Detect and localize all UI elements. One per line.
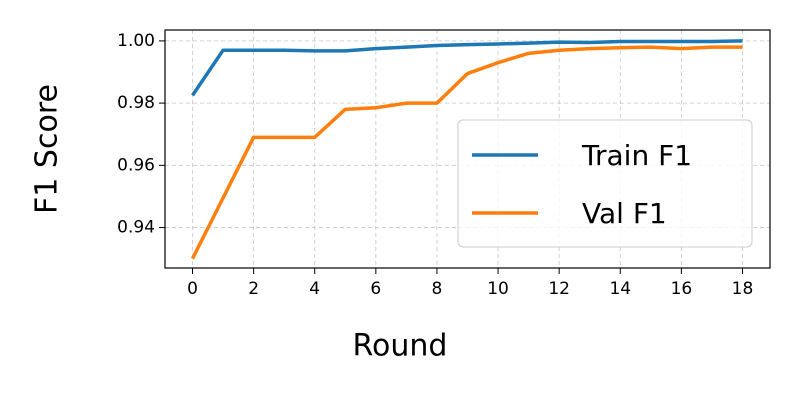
x-tick-label: 2 <box>248 279 259 299</box>
x-tick-label: 16 <box>671 279 693 299</box>
y-tick-label: 0.94 <box>117 218 155 238</box>
legend-box <box>457 119 753 248</box>
x-tick-label: 12 <box>548 279 570 299</box>
x-tick-label: 6 <box>370 279 381 299</box>
y-tick-label: 0.98 <box>117 93 155 113</box>
series-line <box>191 39 743 97</box>
x-tick-label: 0 <box>187 279 198 299</box>
y-tick-label: 1.00 <box>117 31 155 51</box>
y-tick-label: 0.96 <box>117 155 155 175</box>
x-tick-label: 4 <box>309 279 320 299</box>
x-tick-label: 14 <box>609 279 631 299</box>
legend-label: Val F1 <box>582 197 667 230</box>
legend-label: Train F1 <box>581 139 692 172</box>
x-tick-label: 10 <box>487 279 509 299</box>
x-axis-label: Round <box>353 329 448 364</box>
plot-frame <box>164 29 771 269</box>
x-tick-label: 8 <box>432 279 443 299</box>
x-tick-label: 18 <box>732 279 754 299</box>
y-axis-label: F1 Score <box>30 84 65 214</box>
series-line <box>190 45 743 260</box>
